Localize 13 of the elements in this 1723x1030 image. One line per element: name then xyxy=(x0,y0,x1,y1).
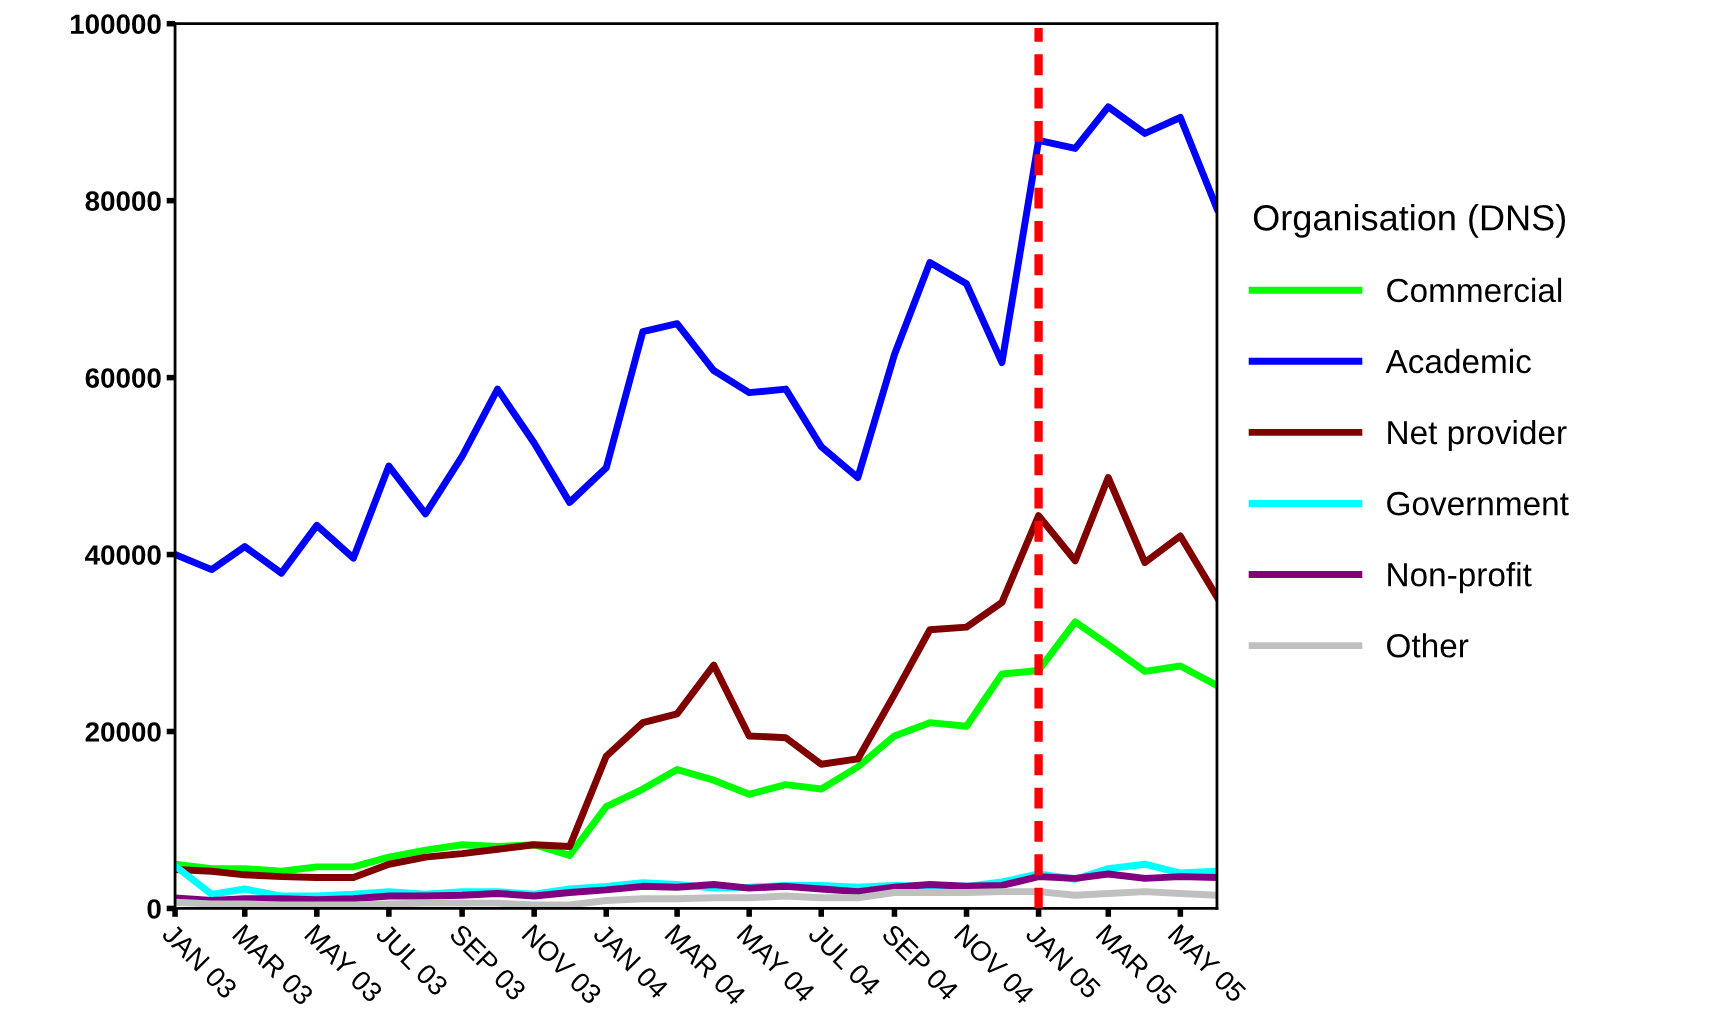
y-tick-label: 80000 xyxy=(85,191,161,211)
y-tick-label: 60000 xyxy=(85,368,161,388)
y-tick-label: 40000 xyxy=(85,545,161,565)
legend-title: Organisation (DNS) xyxy=(1253,204,1565,238)
legend-label: Non-profit xyxy=(1388,562,1532,594)
legend-label: Academic xyxy=(1385,348,1531,374)
legend-label: Other xyxy=(1387,633,1469,658)
legend-label: Net provider xyxy=(1388,419,1567,451)
y-tick-label: 100000 xyxy=(70,14,161,35)
y-tick-label: 0 xyxy=(147,899,161,919)
legend-label: Commercial xyxy=(1387,277,1562,303)
legend-label: Government xyxy=(1387,491,1569,516)
y-tick-label: 20000 xyxy=(85,722,161,742)
